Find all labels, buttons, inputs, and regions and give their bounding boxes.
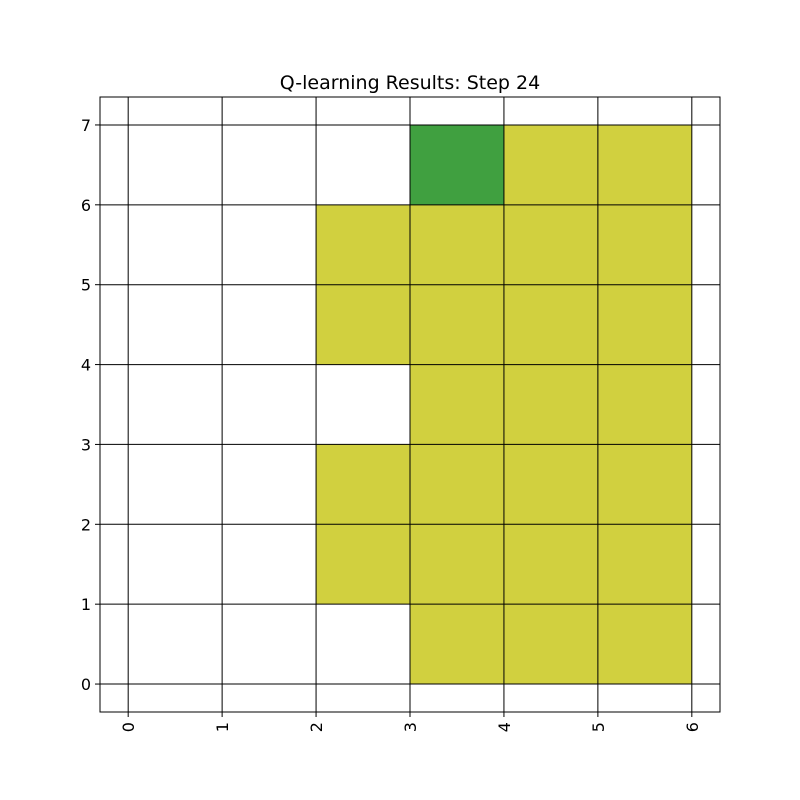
visited-cell: [316, 204, 410, 285]
visited-cell: [503, 204, 598, 285]
current-cell: [410, 124, 504, 205]
visited-cell: [503, 364, 598, 445]
x-tick-label: 1: [213, 722, 232, 732]
visited-cell: [597, 524, 692, 605]
visited-cell: [410, 444, 504, 525]
y-tick-label: 4: [81, 356, 91, 375]
visited-cell: [597, 364, 692, 445]
y-tick-label: 1: [81, 595, 91, 614]
visited-cell: [316, 524, 410, 605]
x-tick-label: 2: [307, 722, 326, 732]
visited-cell: [316, 444, 410, 525]
visited-cell: [597, 284, 692, 365]
y-tick-label: 3: [81, 435, 91, 454]
visited-cell: [410, 524, 504, 605]
visited-cell: [503, 524, 598, 605]
visited-cell: [503, 284, 598, 365]
x-tick-label: 3: [401, 722, 420, 732]
visited-cell: [597, 444, 692, 525]
visited-cell: [503, 604, 598, 685]
visited-cell: [597, 124, 692, 205]
x-tick-label: 4: [495, 722, 514, 732]
grid-lines: [100, 97, 720, 712]
visited-cell: [410, 364, 504, 445]
visited-cell: [316, 284, 410, 365]
grid-cells: [316, 124, 692, 685]
y-tick-label: 7: [81, 116, 91, 135]
y-tick-label: 5: [81, 276, 91, 295]
x-tick-label: 5: [589, 722, 608, 732]
visited-cell: [410, 284, 504, 365]
y-tick-label: 0: [81, 675, 91, 694]
x-tick-label: 0: [119, 722, 138, 732]
y-tick-label: 6: [81, 196, 91, 215]
visited-cell: [597, 604, 692, 685]
visited-cell: [410, 204, 504, 285]
chart-title: Q-learning Results: Step 24: [280, 72, 540, 94]
visited-cell: [503, 444, 598, 525]
visited-cell: [597, 204, 692, 285]
visited-cell: [503, 124, 598, 205]
visited-cell: [410, 604, 504, 685]
x-tick-label: 6: [683, 722, 702, 732]
axis-ticks: 0 1 2 3 4 5 6 0 1 2 3 4 5 6 7: [81, 116, 702, 732]
y-tick-label: 2: [81, 515, 91, 534]
